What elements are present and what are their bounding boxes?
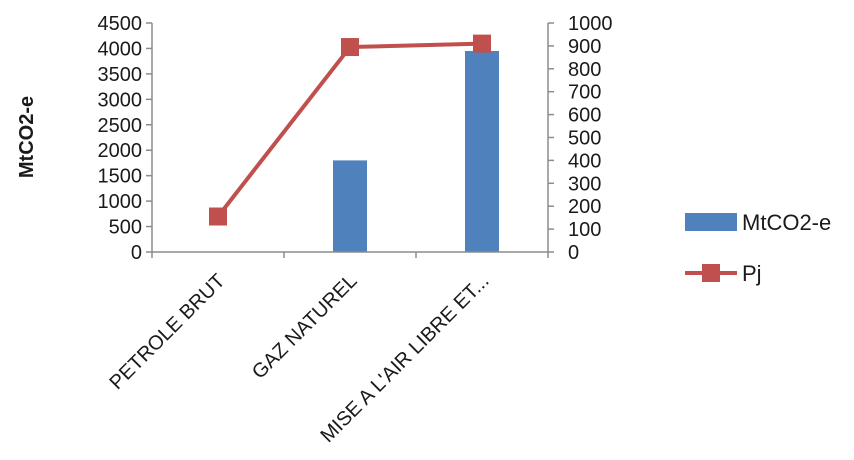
category-label: PETROLE BRUT	[106, 270, 230, 394]
left-axis-ticks: 0 500 1000 1500 2000 2500 3000 3500 4000 4500	[98, 13, 152, 264]
line-marker	[209, 207, 227, 226]
legend-item-bar: MtCO2-e	[685, 210, 831, 235]
line-marker	[473, 34, 491, 53]
bar-series	[333, 50, 499, 252]
right-tick-label: 300	[568, 173, 601, 195]
left-tick-label: 4500	[98, 13, 143, 35]
legend-swatch	[685, 213, 737, 231]
legend-item-line: Pj	[685, 261, 762, 286]
right-tick-label: 200	[568, 196, 601, 218]
category-label: GAZ NATUREL	[248, 270, 362, 384]
left-tick-label: 0	[131, 242, 142, 264]
legend: MtCO2-e Pj	[685, 210, 831, 286]
left-tick-label: 2000	[98, 140, 143, 162]
right-tick-label: 900	[568, 36, 601, 58]
left-tick-label: 2500	[98, 115, 143, 137]
left-tick-label: 1500	[98, 166, 143, 188]
right-tick-label: 600	[568, 105, 601, 127]
bar	[465, 50, 499, 252]
right-tick-label: 500	[568, 128, 601, 150]
left-tick-label: 500	[109, 217, 142, 239]
legend-label: MtCO2-e	[742, 210, 831, 235]
left-tick-label: 3500	[98, 64, 143, 86]
left-tick-label: 4000	[98, 38, 143, 60]
line-marker	[341, 38, 359, 57]
bar	[333, 160, 367, 252]
left-tick-label: 3000	[98, 89, 143, 111]
right-tick-label: 0	[568, 242, 579, 264]
y-axis-title: MtCO2-e	[16, 96, 38, 178]
left-tick-label: 1000	[98, 191, 143, 213]
right-tick-label: 700	[568, 82, 601, 104]
legend-label: Pj	[742, 261, 762, 286]
line-series	[209, 34, 491, 226]
right-tick-label: 1000	[568, 13, 613, 35]
legend-marker	[702, 264, 720, 282]
right-tick-label: 400	[568, 150, 601, 172]
right-tick-label: 100	[568, 219, 601, 241]
right-tick-label: 800	[568, 59, 601, 81]
